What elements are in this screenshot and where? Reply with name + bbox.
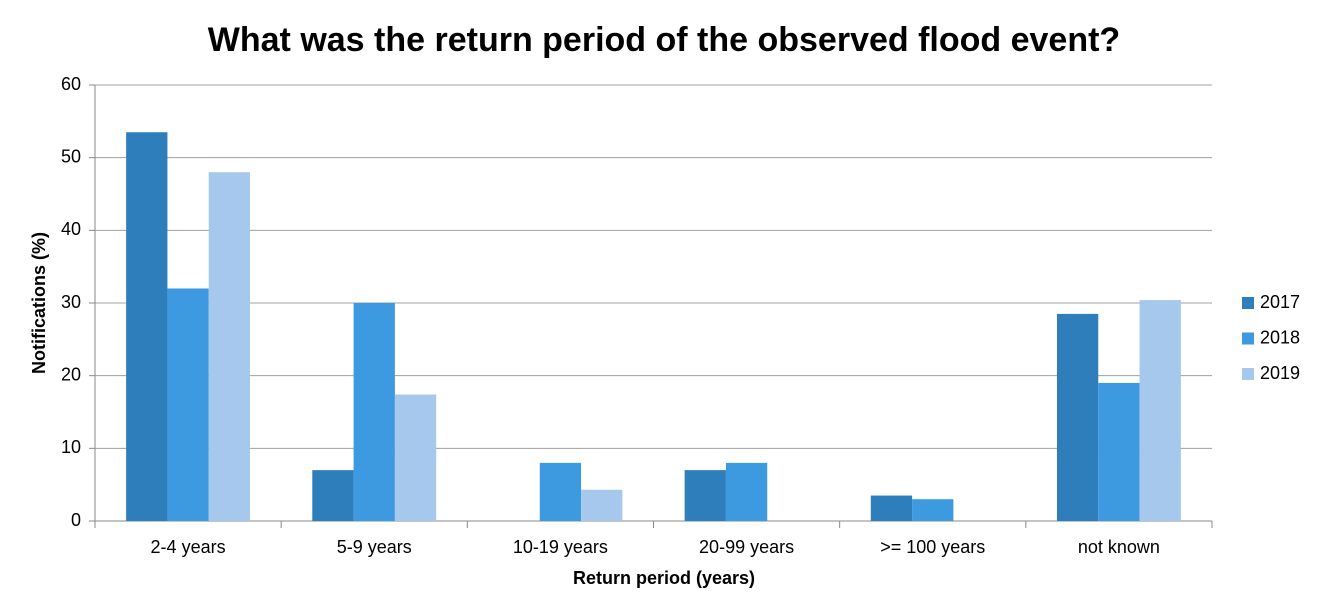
y-axis-label: Notifications (%) [29,232,49,374]
bar [539,462,582,521]
x-tick-label: 2-4 years [151,537,226,557]
x-tick-label: not known [1078,537,1160,557]
legend-swatch [1242,297,1254,309]
x-tick-label: >= 100 years [880,537,985,557]
legend-label: 2018 [1260,327,1300,347]
x-tick-label: 5-9 years [337,537,412,557]
y-tick-label: 0 [71,510,81,530]
y-tick-label: 40 [61,219,81,239]
x-tick-label: 20-99 years [699,537,794,557]
bar [725,462,768,521]
legend-label: 2017 [1260,292,1300,312]
y-tick-label: 20 [61,364,81,384]
bar [912,499,954,521]
chart-title: What was the return period of the observ… [208,21,1120,59]
bar [353,303,395,521]
bar [394,394,437,521]
legend-swatch [1242,368,1254,380]
bar [208,172,251,521]
bar [126,132,168,521]
bar [1139,300,1181,521]
y-tick-label: 50 [61,146,81,166]
x-axis-label: Return period (years) [573,568,755,588]
bar [312,470,354,521]
y-tick-label: 10 [61,437,81,457]
y-tick-label: 60 [61,74,81,94]
bar [1056,313,1099,521]
bar [167,288,209,521]
y-tick-label: 30 [61,292,81,312]
x-tick-label: 10-19 years [513,537,608,557]
bar [684,470,726,521]
bar [581,489,623,521]
bar [870,495,913,521]
legend-label: 2019 [1260,363,1300,383]
legend-swatch [1242,332,1254,345]
bar [1098,382,1140,521]
